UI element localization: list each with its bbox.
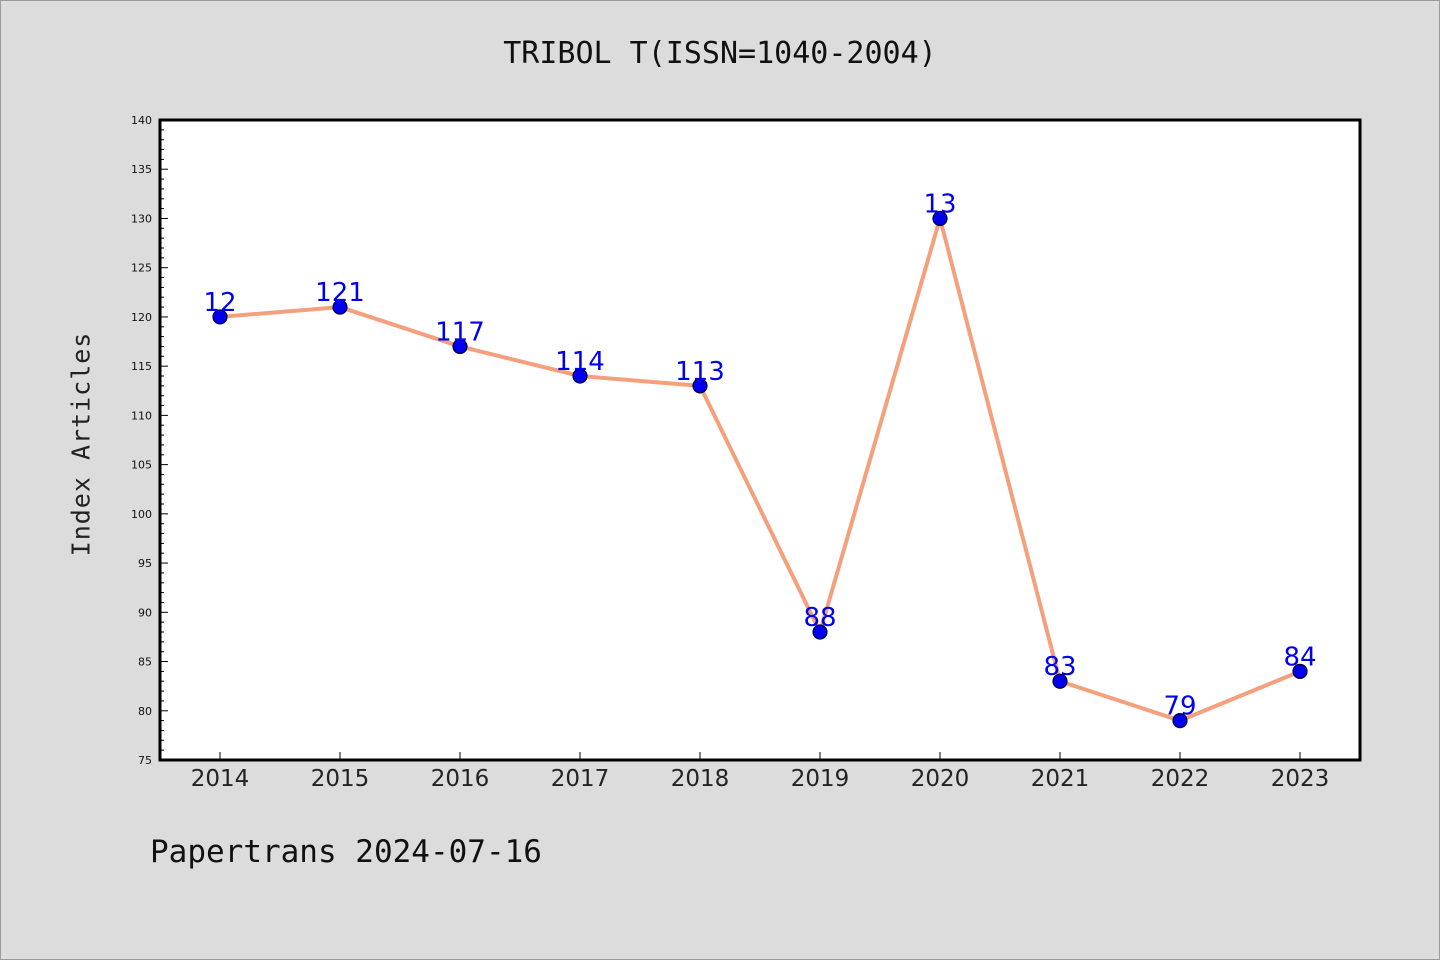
data-point [1292, 663, 1308, 679]
x-tick-label: 2017 [551, 766, 610, 792]
x-tick-label: 2022 [1151, 766, 1210, 792]
x-tick-label: 2021 [1031, 766, 1090, 792]
y-tick-label: 115 [131, 360, 152, 373]
x-tick-label: 2023 [1271, 766, 1330, 792]
y-tick-label: 95 [138, 557, 152, 570]
data-label: 88 [803, 603, 836, 633]
data-point [812, 624, 828, 640]
y-tick-label: 80 [138, 705, 152, 718]
data-point [1172, 713, 1188, 729]
y-tick-label: 90 [138, 606, 152, 619]
y-tick-label: 135 [131, 163, 152, 176]
data-point [932, 210, 948, 227]
data-label: 12 [203, 288, 236, 318]
data-point [452, 338, 468, 355]
data-point [332, 299, 348, 315]
chart-title: TRIBOL T(ISSN=1040-2004) [503, 36, 937, 71]
data-point [572, 368, 588, 384]
y-tick-label: 75 [138, 754, 152, 767]
y-tick-label: 100 [131, 508, 152, 521]
y-tick-label: 110 [131, 409, 152, 422]
data-point [212, 309, 228, 325]
y-tick-label: 105 [131, 459, 152, 472]
data-label: 121 [315, 278, 365, 308]
y-tick-label: 120 [131, 311, 152, 324]
plot-area [158, 118, 1362, 762]
x-tick-label: 2014 [191, 766, 250, 792]
x-tick-label: 2019 [791, 766, 850, 792]
y-tick-label: 125 [131, 262, 152, 275]
series-line [218, 216, 1302, 723]
data-label: 13 [923, 189, 956, 219]
y-tick-label: 130 [131, 212, 152, 225]
data-label: 79 [1163, 692, 1196, 722]
x-tick-label: 2018 [671, 766, 730, 792]
x-tick-label: 2015 [311, 766, 370, 792]
data-point [1052, 673, 1068, 689]
data-label: 114 [555, 347, 605, 377]
y-tick-label: 85 [138, 656, 152, 669]
x-tick-label: 2016 [431, 766, 490, 792]
data-label: 83 [1043, 652, 1076, 682]
data-label: 113 [675, 357, 725, 387]
data-label: 117 [435, 317, 485, 347]
y-tick-label: 140 [131, 114, 152, 127]
data-label: 84 [1283, 642, 1316, 672]
x-tick-label: 2020 [911, 766, 970, 792]
footer-watermark: Papertrans 2024-07-16 [150, 834, 542, 870]
data-point [692, 378, 708, 394]
